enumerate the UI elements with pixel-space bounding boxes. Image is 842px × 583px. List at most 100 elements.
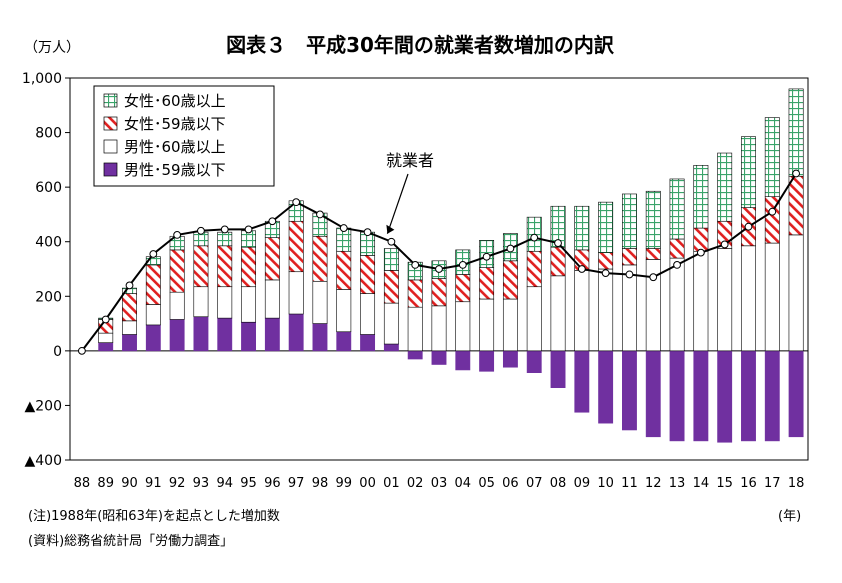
bar-female-under-59 <box>622 248 637 266</box>
bar-male-under-59 <box>622 350 637 431</box>
total-point <box>577 265 586 273</box>
bar-male-60-plus <box>550 275 566 352</box>
x-tick-label: 04 <box>455 476 472 491</box>
bar-male-under-59 <box>717 350 733 443</box>
bar-female-under-59 <box>479 267 495 300</box>
bar-female-under-59 <box>502 260 518 300</box>
bar-male-60-plus <box>741 245 756 352</box>
bar-male-under-59 <box>360 334 376 352</box>
bar-female-under-59 <box>693 227 709 252</box>
bar-male-60-plus <box>217 286 233 319</box>
bar-male-60-plus <box>407 306 423 352</box>
line-series <box>78 169 800 355</box>
total-point <box>411 261 420 269</box>
bar-male-60-plus <box>241 286 256 323</box>
bar-female-under-59 <box>788 175 804 236</box>
bar-male-under-59 <box>193 316 209 352</box>
x-tick-label: 92 <box>169 476 186 491</box>
bar-male-60-plus <box>717 248 733 352</box>
bar-male-60-plus <box>431 305 447 352</box>
total-point <box>649 273 658 282</box>
bars <box>98 88 804 443</box>
annotation: 就業者 <box>386 151 434 234</box>
bar-female-under-59 <box>193 245 209 288</box>
bar-male-60-plus <box>669 257 685 352</box>
total-point <box>673 261 681 269</box>
bar-female-60-plus <box>217 231 233 247</box>
bar-female-60-plus <box>717 152 733 222</box>
y-unit-label: （万人） <box>24 40 80 56</box>
bar-male-60-plus <box>574 270 590 352</box>
x-tick-label: 99 <box>336 476 353 491</box>
bar-female-under-59 <box>241 246 256 288</box>
bar-female-under-59 <box>383 270 399 304</box>
bar-female-under-59 <box>455 274 471 303</box>
y-tick-label: 0 <box>53 344 62 360</box>
total-point <box>720 240 729 249</box>
x-tick-label: 07 <box>526 476 543 491</box>
x-tick-label: 89 <box>97 476 114 491</box>
total-point <box>268 217 277 226</box>
bar-female-under-59 <box>526 250 542 288</box>
bar-male-under-59 <box>645 350 661 438</box>
total-point <box>792 169 800 178</box>
bar-female-60-plus <box>788 88 804 177</box>
legend-entry: 男性･60歳以上 <box>124 138 226 156</box>
bar-male-under-59 <box>502 350 518 368</box>
x-tick-label: 01 <box>383 476 400 491</box>
x-axis: 88 89 90 91 92 93 94 95 96 97 98 99 00 01 02 03 04 05 06 07… <box>74 476 805 491</box>
x-tick-label: 17 <box>764 476 781 491</box>
total-point <box>173 230 182 239</box>
bar-female-under-59 <box>264 237 280 281</box>
total-point <box>696 248 705 257</box>
bar-male-under-59 <box>669 350 685 442</box>
bar-female-under-59 <box>122 293 137 322</box>
bar-male-under-59 <box>122 334 137 352</box>
x-tick-label: 00 <box>359 476 376 491</box>
total-point <box>292 198 301 207</box>
bar-female-60-plus <box>693 165 709 229</box>
x-tick-label: 15 <box>716 476 733 491</box>
bar-male-60-plus <box>193 286 209 318</box>
bar-male-under-59 <box>383 343 399 352</box>
chart-title: 図表３ 平成30年間の就業者数増加の内訳 <box>226 33 615 57</box>
legend-swatch <box>103 116 118 131</box>
legend-swatch <box>103 162 118 177</box>
bar-male-60-plus <box>598 268 614 352</box>
bar-female-60-plus <box>669 178 685 240</box>
bar-female-under-59 <box>169 249 185 293</box>
bar-female-under-59 <box>360 255 376 294</box>
bar-male-under-59 <box>479 350 495 372</box>
total-point <box>339 224 348 232</box>
bar-male-60-plus <box>383 302 399 345</box>
x-tick-label: 13 <box>669 476 686 491</box>
total-point <box>125 281 134 290</box>
bar-female-under-59 <box>336 250 352 290</box>
total-point <box>78 346 86 355</box>
bar-male-under-59 <box>741 350 756 442</box>
bar-male-60-plus <box>645 259 661 352</box>
legend-entry: 女性･59歳以下 <box>124 115 226 133</box>
x-tick-label: 11 <box>621 476 638 491</box>
bar-male-under-59 <box>693 350 709 442</box>
bar-female-60-plus <box>574 205 590 251</box>
x-tick-label: 94 <box>216 476 233 491</box>
bar-male-60-plus <box>145 304 161 326</box>
bar-male-60-plus <box>788 234 804 352</box>
note-text: (注)1988年(昭和63年)を起点とした増加数 <box>28 509 280 524</box>
bar-male-under-59 <box>431 350 447 365</box>
bar-male-under-59 <box>145 324 161 352</box>
total-point <box>744 222 753 231</box>
annotation-arrowhead <box>386 224 395 234</box>
legend-entry: 男性･59歳以下 <box>124 161 226 179</box>
bar-female-under-59 <box>407 279 423 308</box>
bar-female-60-plus <box>383 248 399 271</box>
bar-female-under-59 <box>431 278 447 307</box>
bar-male-under-59 <box>550 350 566 388</box>
bar-male-60-plus <box>764 242 780 352</box>
x-tick-label: 09 <box>574 476 591 491</box>
total-point <box>220 225 229 234</box>
total-point <box>149 250 158 258</box>
